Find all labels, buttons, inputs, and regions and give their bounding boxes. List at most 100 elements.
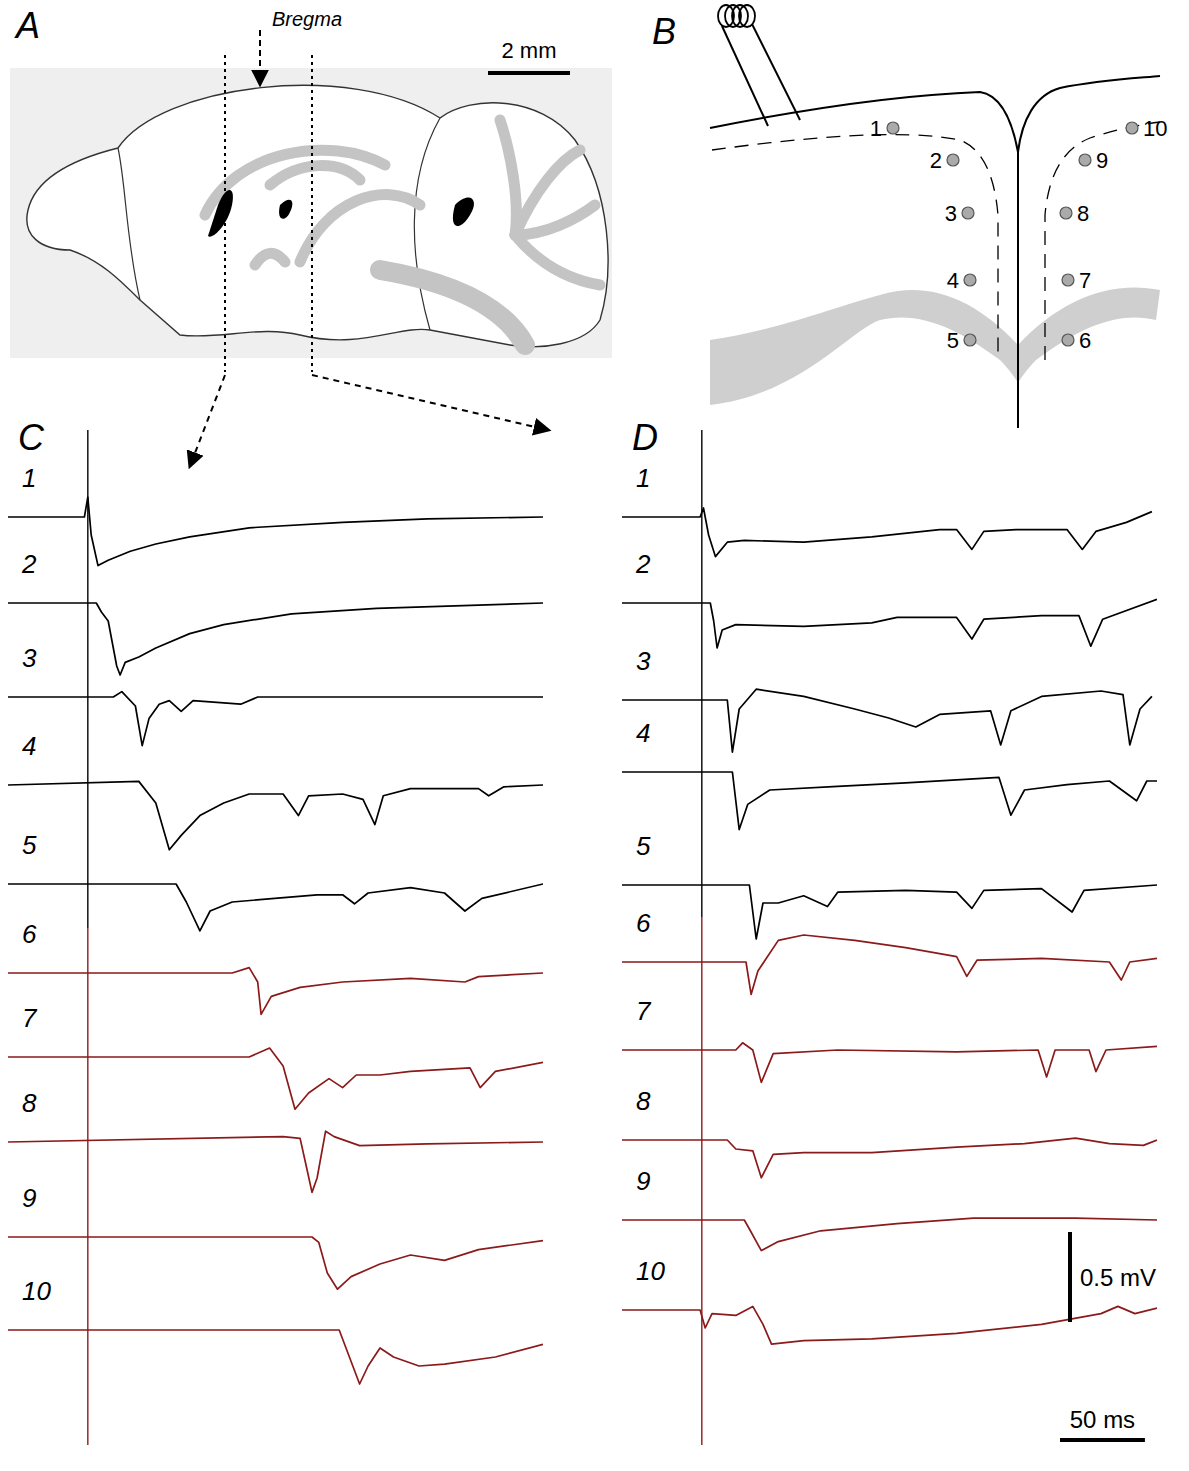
trace-group bbox=[622, 1306, 1157, 1344]
recording-site bbox=[887, 122, 899, 134]
stimulus-line bbox=[701, 917, 702, 1005]
brain-structure bbox=[300, 195, 420, 262]
electrode-label: 4 bbox=[947, 268, 959, 293]
trace bbox=[622, 885, 1157, 939]
trace-label: 9 bbox=[636, 1166, 650, 1196]
trace bbox=[622, 599, 1157, 648]
trace-group bbox=[8, 692, 543, 746]
trace-label: 5 bbox=[22, 830, 37, 860]
panel-letter: D bbox=[632, 417, 658, 458]
stim-coil bbox=[739, 5, 755, 27]
stimulus-line bbox=[87, 558, 88, 652]
trace bbox=[622, 772, 1157, 830]
trace bbox=[622, 1043, 1157, 1083]
stimulus-line bbox=[701, 1095, 702, 1175]
corpus-callosum bbox=[710, 287, 1160, 405]
midline bbox=[1017, 152, 1019, 428]
trace-group bbox=[622, 1043, 1157, 1083]
trace bbox=[8, 1048, 543, 1109]
section-arrow bbox=[312, 375, 548, 430]
figure: Bregma2 mmA12345678910BC12345678910D1234… bbox=[0, 0, 1189, 1471]
electrode-label: 5 bbox=[947, 328, 959, 353]
panel-d: D123456789100.5 mV50 ms bbox=[622, 417, 1157, 1445]
panel-letter: C bbox=[18, 417, 45, 458]
electrode-label: 8 bbox=[1077, 201, 1089, 226]
trace-label: 8 bbox=[22, 1088, 37, 1118]
section-line bbox=[224, 55, 226, 372]
trace bbox=[622, 935, 1157, 994]
trace-label: 7 bbox=[636, 996, 652, 1026]
section-line bbox=[311, 55, 313, 372]
trace bbox=[8, 781, 543, 849]
brain-structure bbox=[500, 120, 516, 235]
trace-group bbox=[622, 935, 1157, 994]
trace-label: 6 bbox=[22, 919, 37, 949]
trace bbox=[8, 1330, 543, 1384]
trace bbox=[8, 1131, 543, 1192]
panel-letter: B bbox=[652, 11, 676, 52]
ventricle bbox=[453, 198, 474, 226]
olfactory-border bbox=[118, 148, 140, 300]
brain-structure bbox=[515, 205, 595, 235]
panel-b: 12345678910B bbox=[652, 5, 1167, 428]
trace bbox=[8, 497, 543, 565]
trace-label: 10 bbox=[22, 1276, 51, 1306]
trace bbox=[8, 968, 543, 1015]
trace-group bbox=[622, 508, 1152, 557]
trace bbox=[622, 1138, 1157, 1178]
ventricle bbox=[208, 190, 233, 237]
trace-group bbox=[622, 1138, 1157, 1178]
stim-coil bbox=[732, 5, 748, 27]
scale-bar-label: 2 mm bbox=[502, 38, 557, 63]
stimulus-line bbox=[87, 1192, 88, 1285]
section-arrow bbox=[190, 375, 225, 466]
trace bbox=[622, 689, 1152, 752]
trace bbox=[8, 692, 543, 746]
electrode-label: 7 bbox=[1079, 268, 1091, 293]
trace-group bbox=[8, 1330, 543, 1384]
trace-group bbox=[8, 1131, 543, 1192]
recording-site bbox=[1062, 334, 1074, 346]
brain-structure bbox=[270, 166, 360, 185]
ventricle bbox=[279, 200, 292, 219]
scale-bar bbox=[1060, 1438, 1145, 1442]
stimulus-line bbox=[87, 1012, 88, 1097]
electrode-label: 1 bbox=[870, 116, 882, 141]
bregma-arrow bbox=[259, 30, 261, 84]
trace-label: 4 bbox=[636, 718, 650, 748]
trace-label: 5 bbox=[636, 831, 651, 861]
electrode-label: 2 bbox=[930, 148, 942, 173]
stimulus-line bbox=[701, 840, 702, 917]
stimulus-line bbox=[87, 1285, 88, 1445]
recording-site bbox=[964, 274, 976, 286]
trace-group bbox=[8, 603, 543, 675]
stimulus-line bbox=[701, 655, 702, 727]
stimulus-line bbox=[701, 1265, 702, 1445]
recording-site bbox=[962, 207, 974, 219]
stim-electrode bbox=[752, 24, 800, 120]
trace bbox=[622, 1306, 1157, 1344]
panel-a: Bregma2 mmA bbox=[10, 5, 612, 466]
trace-group bbox=[622, 689, 1152, 752]
electrode-label: 3 bbox=[945, 201, 957, 226]
stimulus-line bbox=[87, 430, 88, 558]
recording-site bbox=[964, 334, 976, 346]
trace-group bbox=[8, 781, 543, 849]
scale-bar-label: 50 ms bbox=[1070, 1406, 1135, 1433]
trace-group bbox=[622, 772, 1157, 830]
trace-label: 3 bbox=[22, 643, 37, 673]
brain-structure bbox=[255, 253, 285, 265]
cortex-surface bbox=[1018, 76, 1160, 152]
trace-label: 6 bbox=[636, 908, 651, 938]
trace-group bbox=[8, 1237, 543, 1289]
stimulus-line bbox=[87, 928, 88, 1012]
trace-group bbox=[8, 968, 543, 1015]
layer-boundary bbox=[712, 135, 998, 360]
stimulus-line bbox=[87, 740, 88, 839]
trace-label: 3 bbox=[636, 646, 651, 676]
stimulus-line bbox=[701, 558, 702, 655]
trace-group bbox=[622, 885, 1157, 939]
stimulus-line bbox=[701, 430, 702, 558]
recording-site bbox=[947, 154, 959, 166]
trace-group bbox=[8, 884, 543, 931]
